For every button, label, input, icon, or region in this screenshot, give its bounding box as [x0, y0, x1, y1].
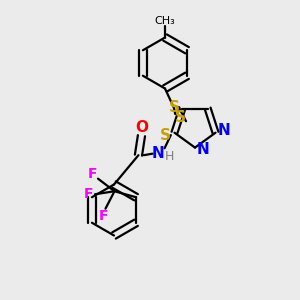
Text: F: F — [99, 209, 109, 223]
Text: F: F — [84, 187, 93, 201]
Text: N: N — [218, 123, 230, 138]
Text: S: S — [168, 100, 179, 115]
Text: S: S — [160, 128, 171, 143]
Text: N: N — [197, 142, 210, 157]
Text: O: O — [135, 120, 148, 135]
Text: F: F — [88, 167, 97, 181]
Text: H: H — [165, 150, 174, 163]
Text: N: N — [152, 146, 164, 161]
Text: S: S — [175, 110, 186, 125]
Text: CH₃: CH₃ — [154, 16, 176, 26]
